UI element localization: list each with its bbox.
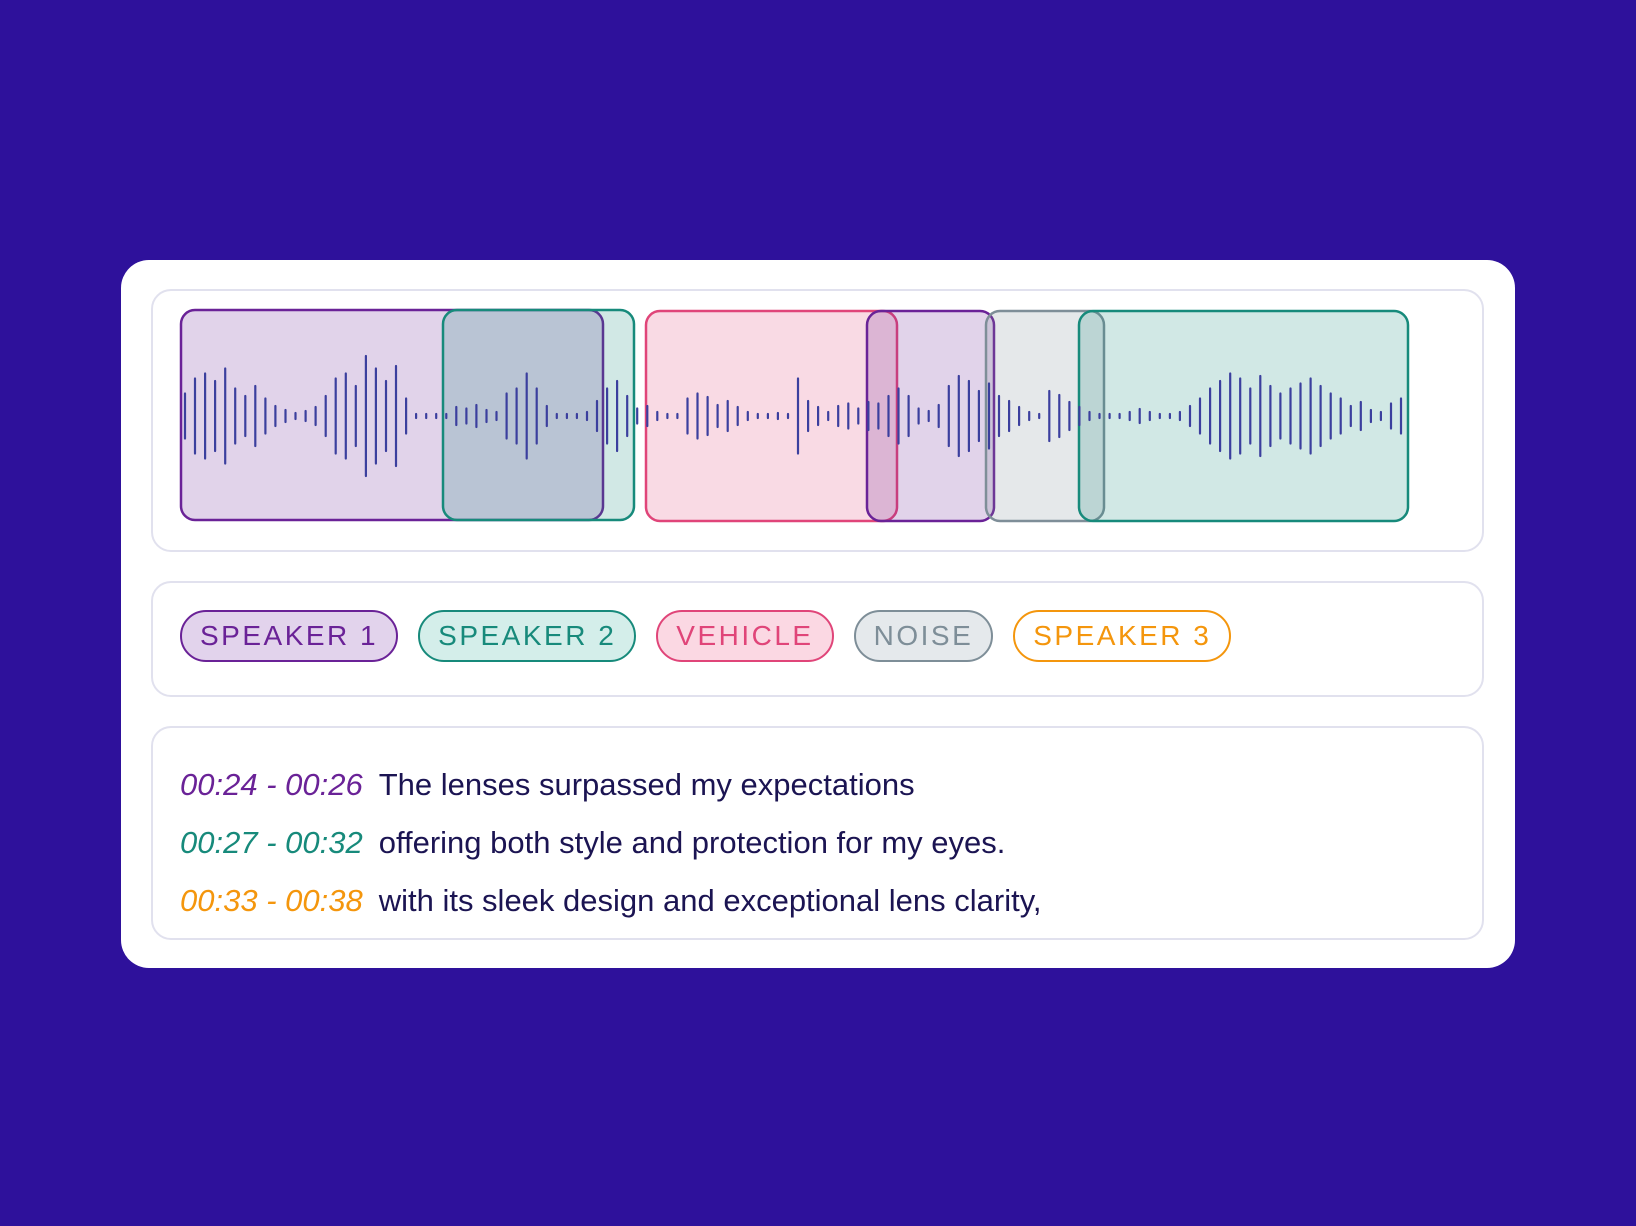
segment-box-speaker1[interactable] <box>179 308 605 522</box>
transcript-text: offering both style and protection for m… <box>378 825 1006 860</box>
transcript-line[interactable]: 00:27 - 00:32 offering both style and pro… <box>180 814 1042 872</box>
transcript-timestamp[interactable]: 00:24 - 00:26 <box>180 767 363 802</box>
segment-box-speaker1[interactable] <box>865 309 996 523</box>
label-chip-noise[interactable]: NOISE <box>853 610 994 662</box>
transcript-line[interactable]: 00:24 - 00:26 The lenses surpassed my exp… <box>180 756 1042 814</box>
audio-annotation-card: SPEAKER 1 SPEAKER 2 VEHICLE NOISE SPEAKER 3 … <box>121 260 1515 968</box>
transcript-text: with its sleek design and exceptional le… <box>378 883 1042 918</box>
label-chip-list: SPEAKER 1 SPEAKER 2 VEHICLE NOISE SPEAKER 3 <box>180 610 1232 662</box>
waveform-panel <box>151 289 1484 552</box>
waveform-canvas[interactable] <box>153 291 1486 554</box>
segment-box-speaker2[interactable] <box>1077 309 1410 523</box>
label-chip-speaker1[interactable]: SPEAKER 1 <box>180 610 399 662</box>
label-chip-speaker2[interactable]: SPEAKER 2 <box>418 610 637 662</box>
transcript-list: 00:24 - 00:26 The lenses surpassed my exp… <box>180 756 1042 930</box>
segment-box-vehicle[interactable] <box>644 309 899 523</box>
transcript-timestamp[interactable]: 00:33 - 00:38 <box>180 883 363 918</box>
label-legend-panel: SPEAKER 1 SPEAKER 2 VEHICLE NOISE SPEAKER 3 <box>151 581 1484 697</box>
transcript-line[interactable]: 00:33 - 00:38 with its sleek design and e… <box>180 872 1042 930</box>
transcript-text: The lenses surpassed my expectations <box>378 767 915 802</box>
segment-box-noise[interactable] <box>984 309 1106 523</box>
label-chip-vehicle[interactable]: VEHICLE <box>656 610 834 662</box>
transcript-timestamp[interactable]: 00:27 - 00:32 <box>180 825 363 860</box>
segment-box-speaker2[interactable] <box>441 308 636 522</box>
transcript-panel: 00:24 - 00:26 The lenses surpassed my exp… <box>151 726 1484 940</box>
label-chip-speaker3[interactable]: SPEAKER 3 <box>1013 610 1232 662</box>
